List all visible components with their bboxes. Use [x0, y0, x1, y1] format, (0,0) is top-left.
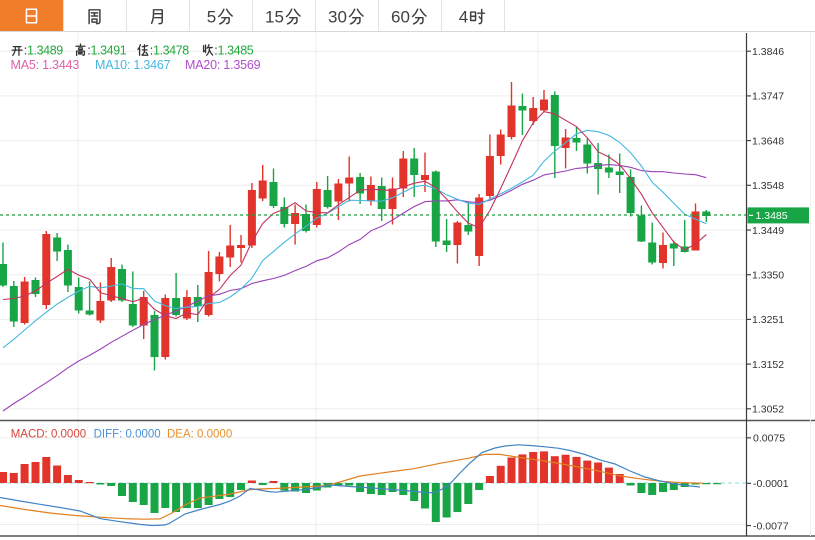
svg-text::: :: [214, 44, 217, 58]
svg-text::: :: [87, 44, 90, 58]
svg-text::: :: [150, 44, 153, 58]
svg-text:30: 30: [328, 8, 347, 27]
svg-text:DEA: 0.0000: DEA: 0.0000: [167, 429, 232, 441]
svg-text:1.3747: 1.3747: [752, 91, 784, 103]
svg-text:1.3251: 1.3251: [752, 314, 784, 326]
svg-text:60: 60: [391, 8, 410, 27]
svg-text:MACD: 0.0000: MACD: 0.0000: [11, 429, 86, 441]
svg-text:0.0075: 0.0075: [753, 433, 785, 445]
svg-text:1.3548: 1.3548: [752, 180, 784, 192]
svg-text:1.3485: 1.3485: [218, 44, 254, 58]
svg-text:1.3350: 1.3350: [752, 270, 784, 282]
svg-text:1.3846: 1.3846: [752, 46, 784, 58]
svg-text:5: 5: [207, 8, 216, 27]
svg-text:1.3489: 1.3489: [27, 44, 63, 58]
svg-text:1.3478: 1.3478: [153, 44, 189, 58]
svg-text:MA20: 1.3569: MA20: 1.3569: [185, 58, 261, 72]
svg-text:1.3052: 1.3052: [752, 404, 784, 416]
svg-text:1.3449: 1.3449: [752, 225, 784, 237]
svg-text:4: 4: [459, 8, 468, 27]
svg-text:1.3491: 1.3491: [91, 44, 127, 58]
svg-text::: :: [24, 44, 27, 58]
svg-text:MA10: 1.3467: MA10: 1.3467: [95, 58, 171, 72]
svg-text:MA5: 1.3443: MA5: 1.3443: [11, 58, 80, 72]
svg-text:15: 15: [265, 8, 284, 27]
svg-text:1.3485: 1.3485: [756, 210, 788, 222]
svg-text:1.3152: 1.3152: [752, 359, 784, 371]
svg-text:-0.0001: -0.0001: [753, 478, 789, 490]
svg-text:-0.0077: -0.0077: [753, 520, 789, 532]
svg-text:1.3648: 1.3648: [752, 135, 784, 147]
svg-text:DIFF: 0.0000: DIFF: 0.0000: [94, 429, 161, 441]
